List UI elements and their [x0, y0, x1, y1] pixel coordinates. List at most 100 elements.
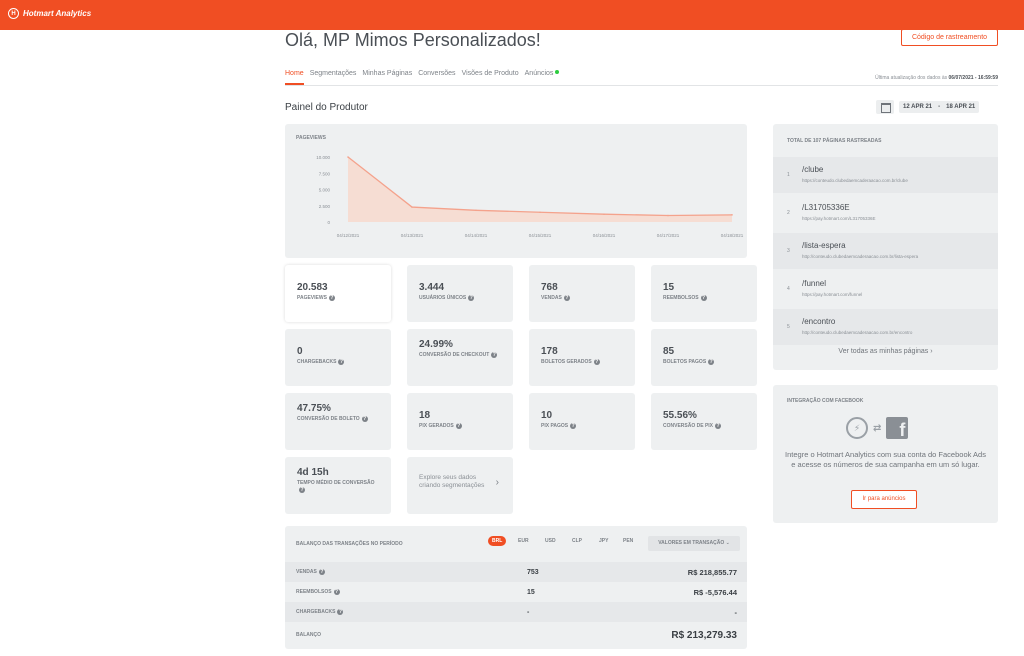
metric-value: 15	[663, 282, 675, 293]
metric-label: PIX PAGOS	[541, 423, 569, 429]
currency-brl[interactable]: BRL	[488, 536, 507, 546]
row-count: 753	[527, 568, 539, 576]
metric-card: 10 PIX PAGOS?	[529, 393, 635, 450]
help-icon[interactable]: ?	[337, 609, 344, 615]
metric-label-wrap: REEMBOLSOS?	[663, 295, 745, 302]
metric-card: 85 BOLETOS PAGOS?	[651, 329, 757, 386]
currency-eur[interactable]: EUR	[518, 538, 529, 544]
plug-icon: ⚡	[846, 417, 868, 439]
currency-jpy[interactable]: JPY	[599, 538, 609, 544]
tab-minhas-paginas[interactable]: Minhas Páginas	[362, 70, 413, 77]
help-icon[interactable]: ?	[318, 569, 325, 575]
metric-label-wrap: CONVERSÃO DE PIX?	[663, 423, 745, 430]
tab-segmentacoes[interactable]: Segmentações	[309, 70, 357, 77]
help-icon[interactable]: ?	[299, 487, 305, 493]
tab-anuncios[interactable]: Anúncios	[525, 70, 560, 85]
tab-home[interactable]: Home	[285, 70, 304, 85]
help-icon[interactable]: ?	[468, 295, 475, 301]
metric-label-wrap: VENDAS?	[541, 295, 623, 302]
see-all-label: Ver todas as minhas páginas	[838, 348, 929, 355]
help-icon[interactable]: ?	[570, 423, 577, 429]
help-icon[interactable]: ?	[333, 589, 340, 595]
metric-card: 4d 15h TEMPO MÉDIO DE CONVERSÃO?	[285, 457, 391, 514]
metric-value: 178	[541, 346, 558, 357]
brand[interactable]: H Hotmart Analytics	[8, 8, 91, 19]
data-point[interactable]	[603, 213, 605, 215]
metric-card: 15 REEMBOLSOS?	[651, 265, 757, 322]
help-icon[interactable]: ?	[328, 295, 335, 301]
main-tabs: Home Segmentações Minhas Páginas Convers…	[285, 70, 998, 86]
y-tick-label: 10.000	[316, 155, 330, 160]
tab-conversoes[interactable]: Conversões	[418, 70, 456, 77]
help-icon[interactable]: ?	[455, 423, 462, 429]
currency-usd[interactable]: USD	[545, 538, 556, 544]
data-point[interactable]	[411, 206, 413, 208]
metric-label: CONVERSÃO DE BOLETO	[297, 416, 360, 422]
metric-label-wrap: PIX GERADOS?	[419, 423, 501, 430]
data-point[interactable]	[667, 214, 669, 217]
help-icon[interactable]: ?	[491, 352, 498, 358]
row-amount: R$ 218,855.77	[687, 567, 737, 577]
explore-line2: criando segmentações	[419, 482, 485, 489]
metric-label: CONVERSÃO DE CHECKOUT	[419, 352, 490, 358]
row-count: -	[527, 608, 530, 616]
help-icon[interactable]: ?	[715, 423, 722, 429]
data-point[interactable]	[475, 209, 477, 212]
balance-row-total: BALANÇO R$ 213,279.33	[285, 622, 747, 648]
go-to-ads-button[interactable]: Ir para anúncios	[851, 490, 917, 509]
help-icon[interactable]: ?	[361, 416, 368, 422]
help-icon[interactable]: ?	[563, 295, 570, 301]
currency-clp[interactable]: CLP	[572, 538, 582, 544]
page-url: http://conteudo.clubedaemcaderaacao.com.…	[802, 330, 913, 335]
x-tick-label: 04/13/2021	[401, 233, 424, 238]
page-item[interactable]: 4 /funnel https://pay.hotmart.com/funnel	[773, 271, 998, 307]
x-tick-label: 04/12/2021	[337, 233, 360, 238]
data-point[interactable]	[731, 214, 733, 216]
last-update-value: 06/07/2021 - 16:59:59	[948, 75, 998, 81]
row-label: BALANÇO	[296, 632, 321, 638]
pageviews-chart: 10.000 7.500 5.000 2.500 0 04/12/2021 04/13/20…	[316, 155, 744, 238]
help-icon[interactable]: ?	[708, 359, 715, 365]
metric-value: 18	[419, 410, 431, 421]
balance-row-vendas: VENDAS? 753 R$ 218,855.77	[285, 562, 747, 582]
x-tick-label: 04/16/2021	[593, 233, 616, 238]
metric-label: CONVERSÃO DE PIX	[663, 423, 714, 429]
values-dropdown[interactable]: VALORES EM TRANSAÇÃO ⌄	[648, 536, 740, 551]
page-item[interactable]: 3 /lista-espera http://conteudo.clubedae…	[773, 233, 998, 269]
balance-row-chargebacks: CHARGEBACKS? - -	[285, 602, 747, 622]
data-point[interactable]	[347, 156, 349, 158]
help-icon[interactable]: ?	[593, 359, 600, 365]
metric-card: 18 PIX GERADOS?	[407, 393, 513, 450]
date-range-box[interactable]: 12 APR 21 - 18 APR 21	[899, 100, 980, 113]
help-icon[interactable]: ?	[700, 295, 707, 301]
metric-card: 47.75% CONVERSÃO DE BOLETO?	[285, 393, 391, 450]
row-count: 15	[527, 588, 535, 596]
chevron-down-icon: ⌄	[725, 540, 730, 546]
calendar-icon[interactable]	[876, 99, 894, 114]
metric-label: PAGEVIEWS	[297, 295, 327, 301]
see-all-pages-link[interactable]: Ver todas as minhas páginas ›	[773, 348, 998, 355]
x-tick-label: 04/18/2021	[721, 233, 744, 238]
page-item[interactable]: 5 /encontro http://conteudo.clubedaemcad…	[773, 309, 998, 345]
tracking-code-button[interactable]: Código de rastreamento	[901, 29, 998, 46]
metric-card: 20.583 PAGEVIEWS?	[285, 265, 391, 322]
metric-value: 24.99%	[419, 339, 453, 350]
metric-card: 0 CHARGEBACKS?	[285, 329, 391, 386]
help-icon[interactable]: ?	[338, 359, 345, 365]
page-item[interactable]: 2 /L31705336E https://pay.hotmart.com/L3…	[773, 195, 998, 231]
currency-pen[interactable]: PEN	[623, 538, 634, 544]
last-update: Última atualização dos dados às 06/07/20…	[875, 75, 998, 81]
tab-visoes-de-produto[interactable]: Visões de Produto	[461, 70, 519, 77]
data-point[interactable]	[539, 211, 541, 214]
balance-row-reembolsos: REEMBOLSOS? 15 R$ -5,576.44	[285, 582, 747, 602]
metric-value: 768	[541, 282, 558, 293]
chart-title: PAGEVIEWS	[296, 135, 326, 141]
metric-label: CHARGEBACKS	[297, 359, 337, 365]
explore-segmentations-card[interactable]: Explore seus dados criando segmentações …	[407, 457, 513, 514]
date-range-picker[interactable]: 12 APR 21 - 18 APR 21	[876, 98, 998, 115]
page-item[interactable]: 1 /clube https://conteudo.clubedaemcader…	[773, 157, 998, 193]
metric-value: 47.75%	[297, 403, 331, 414]
panel-title: Painel do Produtor	[285, 102, 368, 113]
connect-arrows-icon: ⇄	[873, 422, 882, 434]
metric-label-wrap: TEMPO MÉDIO DE CONVERSÃO?	[297, 480, 379, 494]
